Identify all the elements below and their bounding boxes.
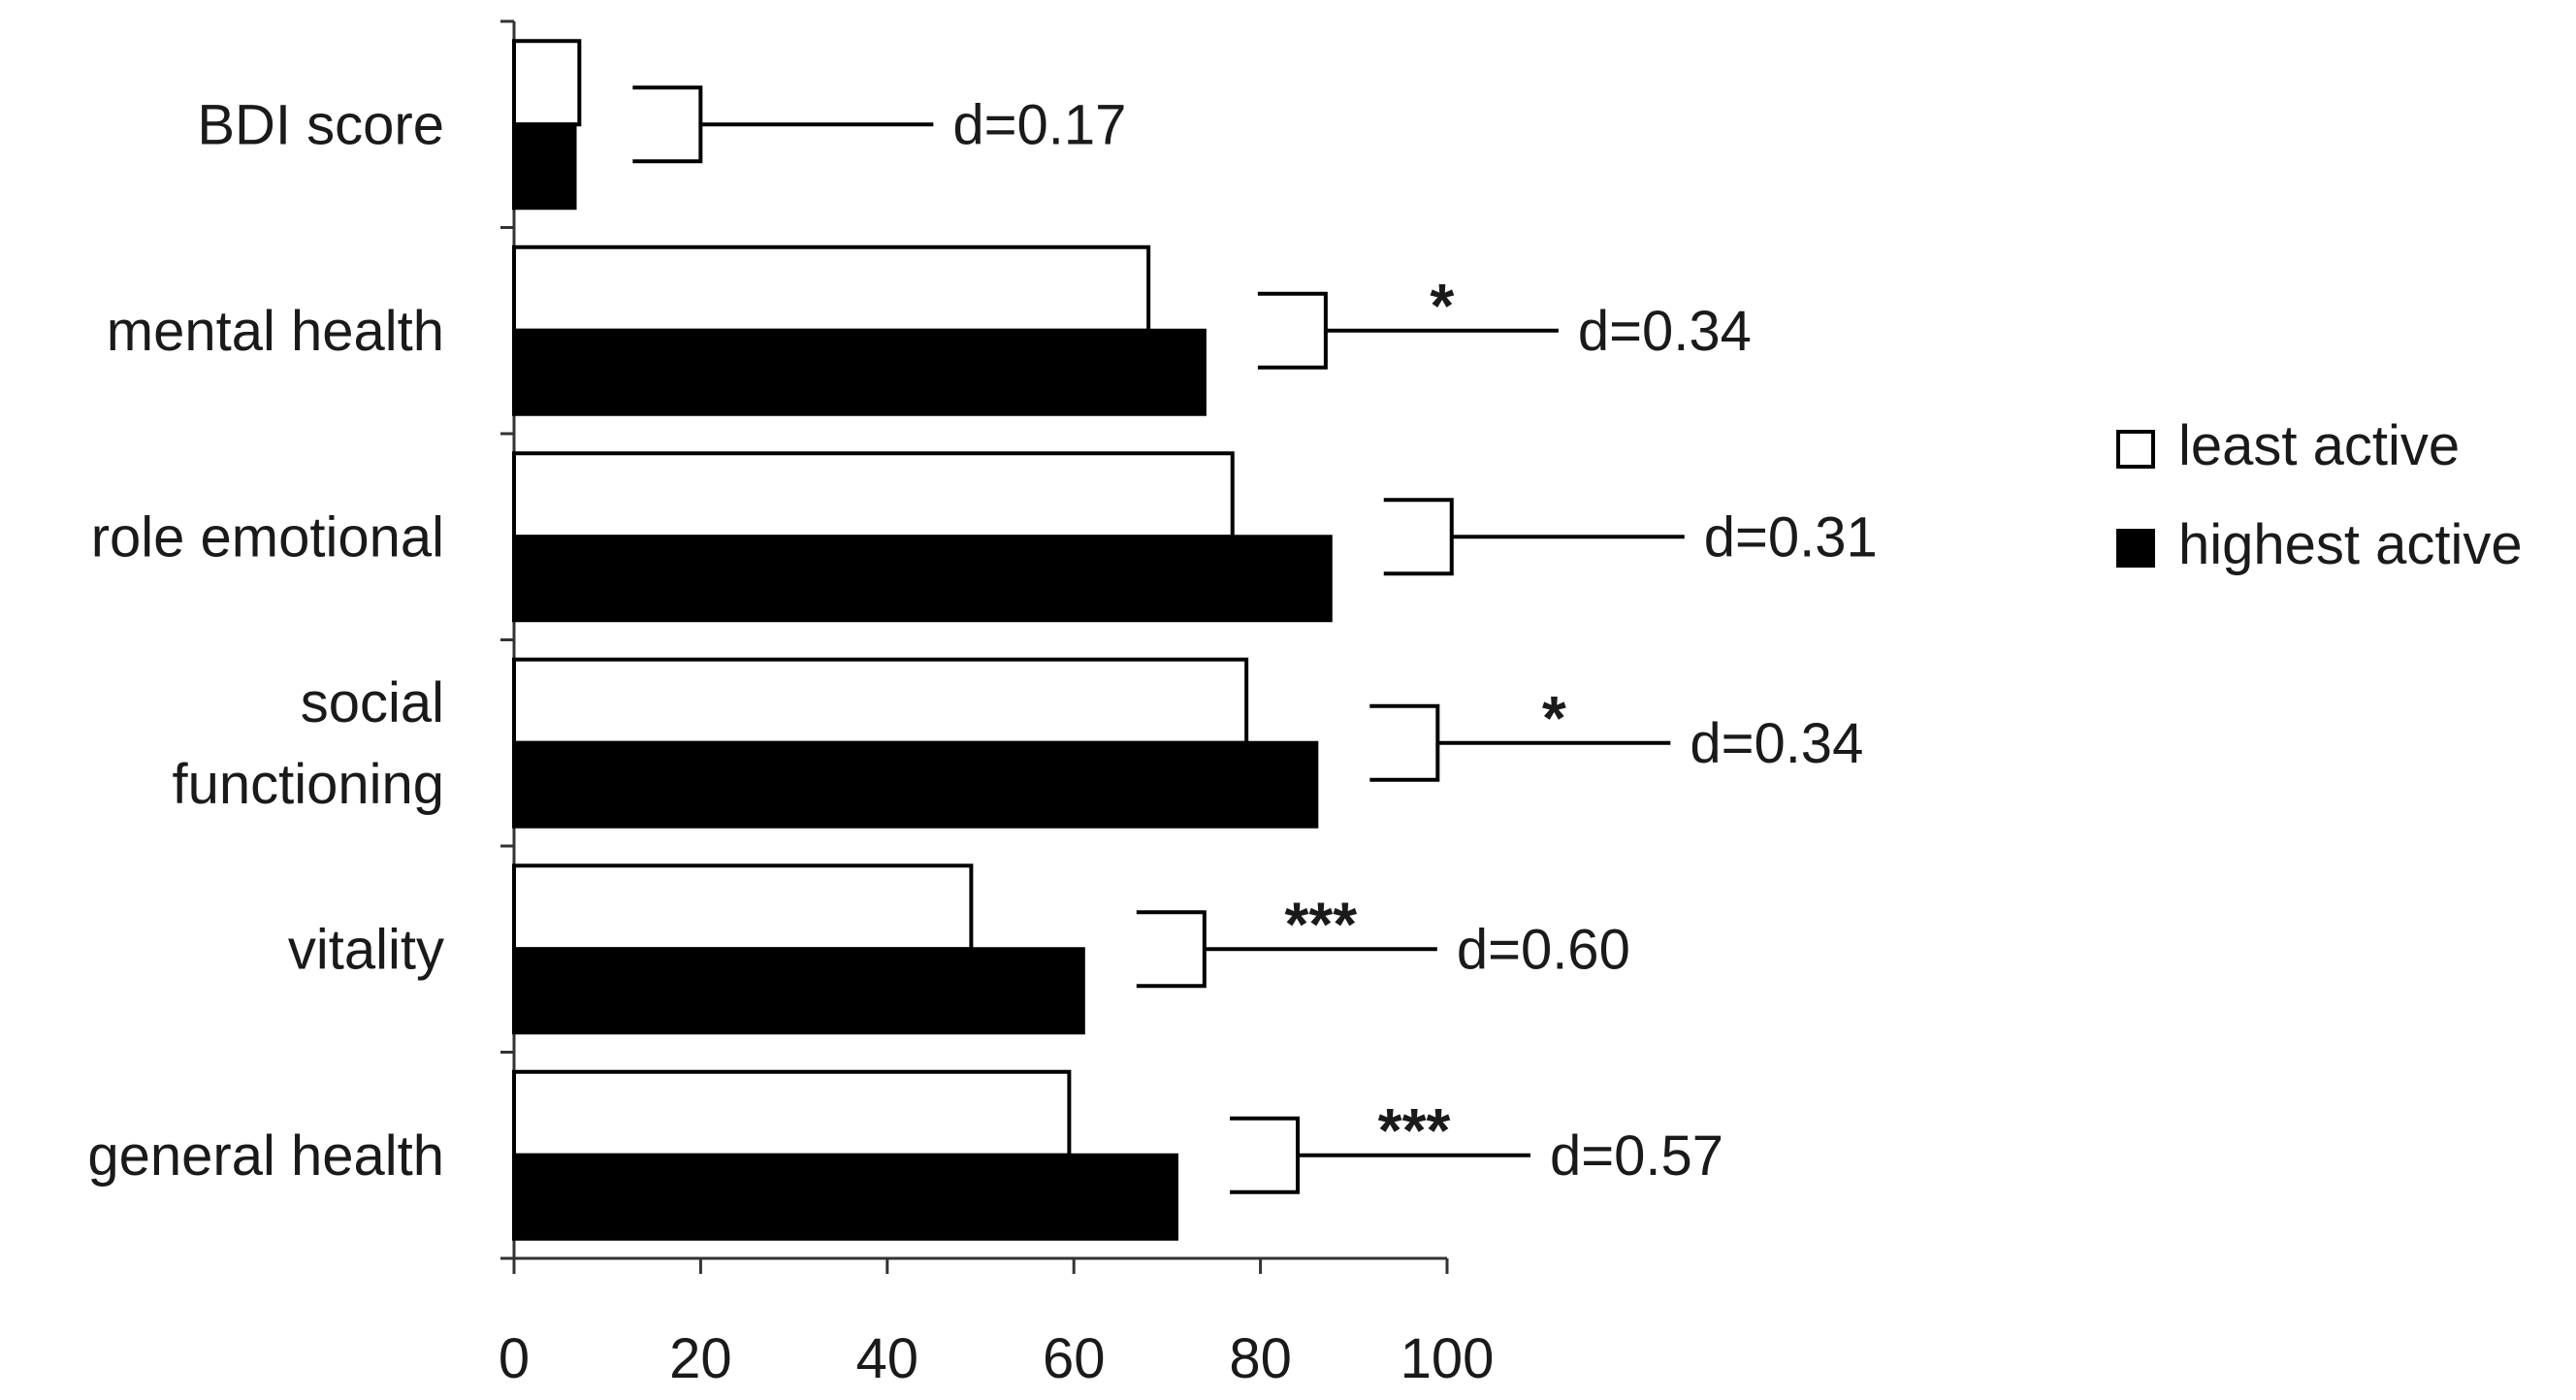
bar-group-role-emotional [512,451,1333,623]
bracket [1257,291,1328,370]
x-tick-label-0: 0 [499,1327,530,1390]
effect-size-label: d=0.34 [1578,300,1752,363]
bar-least-active-general-health [512,1069,1072,1157]
bar-group-mental-health [512,244,1207,416]
effect-size-label: d=0.34 [1690,712,1863,775]
category-label-social-functioning-line-1: social [301,671,444,734]
comparison-role-emotional: d=0.31 [1383,498,1878,576]
bar-highest-active-role-emotional [512,535,1333,623]
comparison-general-health: *** d=0.57 [1230,1095,1723,1194]
category-label-vitality: vitality [288,918,444,981]
category-label-mental-health: mental health [107,300,444,363]
category-label-social-functioning-line-2: functioning [172,753,444,816]
bracket [1136,910,1207,989]
legend-label: least active [2178,414,2460,477]
effect-size-label: d=0.57 [1550,1124,1723,1188]
legend-item-highest-active: highest active [2116,513,2523,576]
bracket [1230,1116,1301,1194]
x-tick-label-20: 20 [669,1327,732,1390]
x-tick-label-60: 60 [1043,1327,1106,1390]
legend-swatch [2116,529,2155,568]
effect-size-label: d=0.60 [1457,918,1630,981]
significance-label: *** [1378,1095,1451,1165]
comparison-mental-health: * d=0.34 [1257,271,1752,370]
bracket [1369,703,1440,782]
comparison-vitality: *** d=0.60 [1136,889,1630,989]
effect-size-label: d=0.31 [1704,505,1878,569]
category-label-bdi-score: BDI score [197,93,444,156]
bar-highest-active-vitality [512,947,1085,1035]
significance-label: * [1430,271,1454,341]
bar-least-active-role-emotional [512,451,1235,539]
x-tick-label-40: 40 [856,1327,919,1390]
axes [500,19,1449,1274]
bar-highest-active-social-functioning [512,740,1319,829]
bar-least-active-bdi-score [512,39,582,127]
category-label-general-health: general health [87,1124,444,1188]
bar-least-active-vitality [512,863,974,952]
category-labels: BDI score mental health role emotional soci… [87,93,444,1188]
legend: least active highest active [2116,414,2523,576]
bar-least-active-mental-health [512,244,1151,333]
bar-group-bdi-score [512,39,582,211]
bracket [632,85,703,164]
bar-group-vitality [512,863,1085,1035]
effect-size-label: d=0.17 [952,93,1126,156]
significance-label: * [1542,683,1566,753]
bar-group-social-functioning [512,657,1319,829]
bracket [1383,498,1454,576]
x-tick-labels: 0 20 40 60 80 100 [499,1327,1495,1390]
x-tick-label-100: 100 [1401,1327,1495,1390]
comparison-social-functioning: * d=0.34 [1369,683,1863,782]
x-tick-label-80: 80 [1229,1327,1292,1390]
legend-label: highest active [2178,513,2523,576]
bar-highest-active-general-health [512,1153,1179,1241]
bar-highest-active-bdi-score [512,122,577,211]
bar-highest-active-mental-health [512,328,1207,416]
legend-swatch [2116,430,2155,469]
comparison-brackets: d=0.17 * d=0.34 d=0.31 * d=0.34 *** d=0.60 *** d=… [632,85,1878,1194]
significance-label: *** [1284,889,1357,959]
bars [512,39,1333,1241]
bar-least-active-social-functioning [512,657,1249,745]
bar-group-general-health [512,1069,1179,1241]
category-label-role-emotional: role emotional [91,505,444,569]
legend-item-least-active: least active [2116,414,2460,477]
comparison-bdi-score: d=0.17 [632,85,1126,164]
